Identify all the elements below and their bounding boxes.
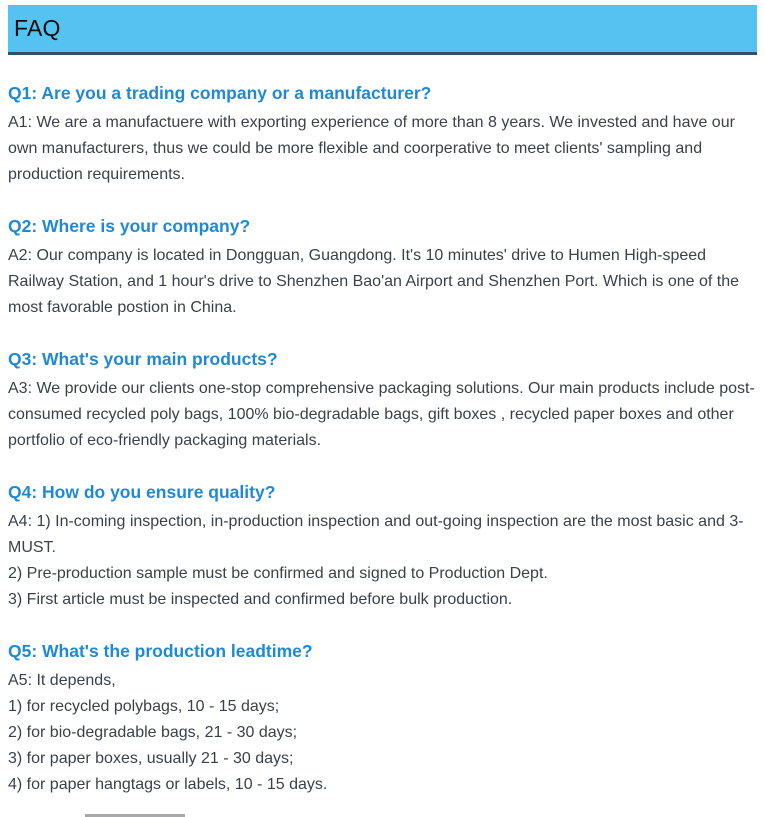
faq-item-q3: Q3: What's your main products? A3: We pr… bbox=[8, 348, 757, 454]
faq-answer-line: A5: It depends, bbox=[8, 672, 116, 689]
faq-answer-line: 3) for paper boxes, usually 21 - 30 days… bbox=[8, 750, 294, 767]
faq-answer-line: 4) for paper hangtags or labels, 10 - 15… bbox=[8, 776, 328, 793]
faq-answer-line: 2) Pre-production sample must be confirm… bbox=[8, 565, 548, 582]
faq-question: Q1: Are you a trading company or a manuf… bbox=[8, 83, 432, 103]
faq-answer-line: 2) for bio-degradable bags, 21 - 30 days… bbox=[8, 724, 298, 741]
faq-item-q2: Q2: Where is your company? A2: Our compa… bbox=[8, 215, 757, 321]
faq-answer-line: 3) First article must be inspected and c… bbox=[8, 591, 513, 608]
faq-answer-line: 1) for recycled polybags, 10 - 15 days; bbox=[8, 698, 280, 715]
faq-item-q5: Q5: What's the production leadtime? A5: … bbox=[8, 640, 757, 798]
faq-answer: A1: We are a manufactuere with exporting… bbox=[8, 114, 735, 183]
faq-answer: A2: Our company is located in Dongguan, … bbox=[8, 247, 739, 316]
faq-answer: A3: We provide our clients one-stop comp… bbox=[8, 380, 755, 449]
faq-question: Q2: Where is your company? bbox=[8, 216, 251, 236]
faq-title: FAQ bbox=[14, 15, 61, 41]
faq-item-q4: Q4: How do you ensure quality? A4: 1) In… bbox=[8, 481, 757, 613]
faq-question: Q5: What's the production leadtime? bbox=[8, 641, 313, 661]
faq-answer-line: A4: 1) In-coming inspection, in-producti… bbox=[8, 513, 744, 556]
faq-item-q1: Q1: Are you a trading company or a manuf… bbox=[8, 82, 757, 188]
faq-question: Q3: What's your main products? bbox=[8, 349, 278, 369]
faq-question: Q4: How do you ensure quality? bbox=[8, 482, 276, 502]
faq-section-header: FAQ bbox=[8, 5, 757, 55]
